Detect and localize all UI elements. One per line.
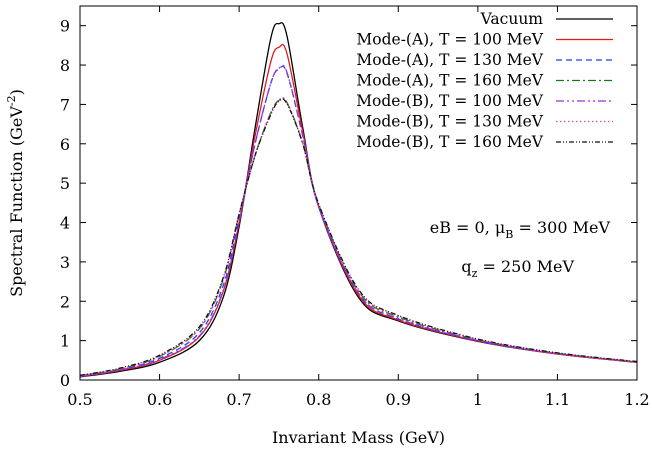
y-tick-label: 5	[60, 174, 70, 193]
y-tick-label: 9	[60, 17, 70, 36]
legend-label: Mode-(B), T = 130 MeV	[356, 113, 544, 131]
y-tick-label: 8	[60, 56, 70, 75]
x-tick-label: 0.5	[67, 390, 92, 409]
legend-label: Mode-(A), T = 160 MeV	[356, 72, 543, 90]
axis-ticks	[79, 6, 638, 381]
series-line-5	[79, 96, 638, 377]
legend-label: Mode-(B), T = 100 MeV	[356, 92, 544, 110]
annotation-eb-mub: eB = 0, μB = 300 MeV	[430, 218, 611, 241]
legend: Vacuum Mode-(A), T = 100 MeV Mode-(A), T =…	[356, 10, 613, 151]
y-tick-label: 3	[60, 253, 70, 272]
y-tick-label: 7	[60, 95, 70, 114]
y-axis-label: Spectral Function (GeV-2)	[5, 89, 26, 297]
y-tick-label: 1	[60, 332, 70, 351]
x-tick-label: 0.7	[226, 390, 251, 409]
y-tick-label: 2	[60, 292, 70, 311]
legend-label: Mode-(B), T = 160 MeV	[356, 133, 544, 151]
x-tick-label: 0.9	[386, 390, 411, 409]
x-tick-label: 1.1	[545, 390, 570, 409]
y-tick-label: 0	[60, 371, 70, 390]
series-line-1	[79, 43, 638, 378]
series-line-6	[79, 98, 638, 376]
x-tick-label: 1	[473, 390, 483, 409]
legend-label: Vacuum	[480, 10, 544, 28]
series-line-4	[79, 64, 638, 378]
x-tick-labels: 0.5 0.6 0.7 0.8 0.9 1 1.1 1.2	[67, 390, 649, 409]
x-tick-label: 1.2	[624, 390, 649, 409]
plot-frame	[79, 5, 638, 381]
y-tick-label: 4	[60, 214, 70, 233]
series-line-3	[79, 97, 638, 377]
annotation-qz: qz = 250 MeV	[461, 257, 574, 280]
x-tick-label: 0.6	[147, 390, 172, 409]
y-tick-labels: 0 1 2 3 4 5 6 7 8 9	[60, 17, 70, 390]
x-tick-label: 0.8	[306, 390, 331, 409]
series-curves	[79, 22, 638, 378]
x-axis-label: Invariant Mass (GeV)	[272, 428, 445, 447]
legend-label: Mode-(A), T = 100 MeV	[356, 31, 543, 49]
y-tick-label: 6	[60, 135, 70, 154]
series-line-2	[79, 65, 638, 377]
legend-label: Mode-(A), T = 130 MeV	[356, 51, 543, 69]
